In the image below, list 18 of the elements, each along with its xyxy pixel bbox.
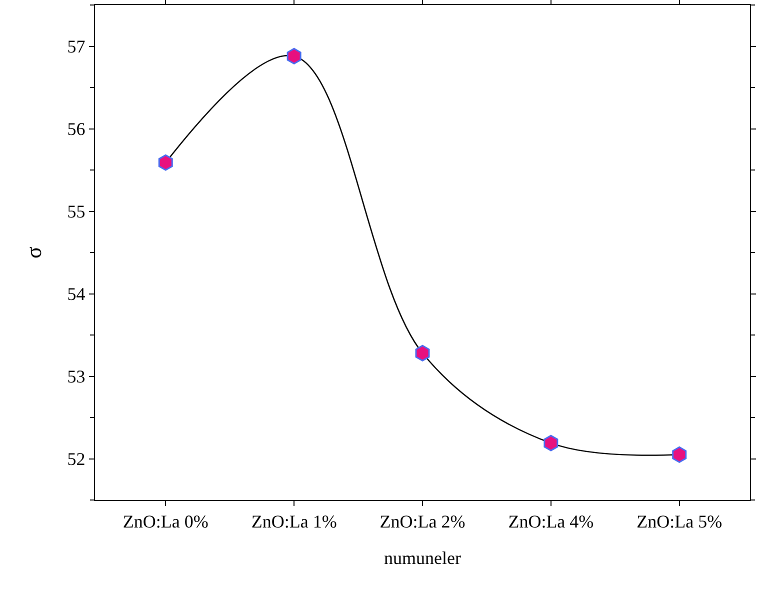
x-tick-label: ZnO:La 0% xyxy=(122,512,208,532)
point xyxy=(672,446,687,463)
x-tick-label: ZnO:La 5% xyxy=(636,512,722,532)
x-tick-label: ZnO:La 4% xyxy=(508,512,594,532)
y-tick-label: 56 xyxy=(67,119,86,140)
y-tick-label: 54 xyxy=(67,284,86,304)
y-tick-label: 53 xyxy=(67,366,86,387)
y-tick-label: 55 xyxy=(67,202,86,222)
x-tick-label: ZnO:La 2% xyxy=(380,512,466,532)
point xyxy=(544,434,558,452)
y-tick-label: 57 xyxy=(67,36,86,57)
y-tick-label: 52 xyxy=(67,449,86,470)
x-tick-label: ZnO:La 1% xyxy=(251,512,337,532)
x-axis-title: numuneler xyxy=(384,548,461,568)
point xyxy=(415,344,430,362)
point xyxy=(286,48,302,64)
y-axis-title: σ xyxy=(20,246,46,258)
point xyxy=(158,154,173,171)
